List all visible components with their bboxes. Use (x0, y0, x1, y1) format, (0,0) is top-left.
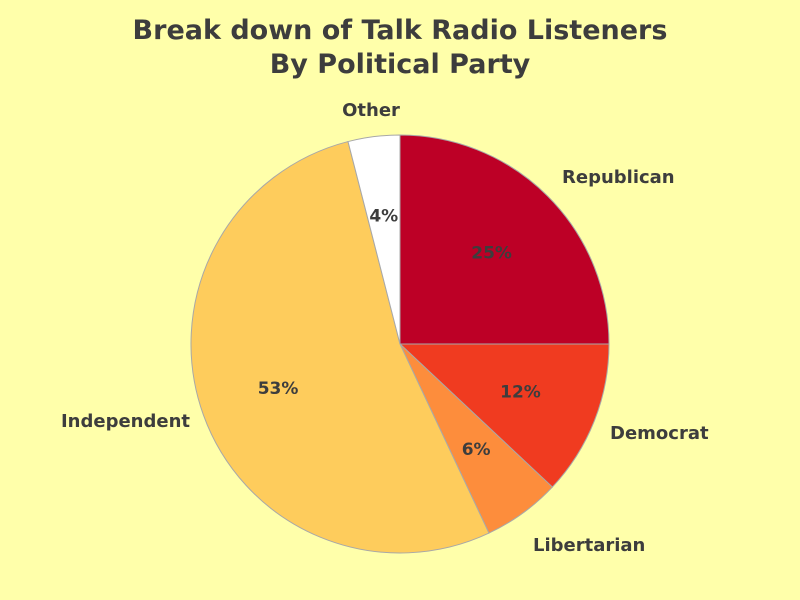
slice-label-libertarian: Libertarian (533, 535, 645, 556)
pct-label-libertarian: 6% (462, 440, 491, 460)
pct-label-other: 4% (369, 206, 398, 226)
chart-title-line-2: By Political Party (269, 49, 531, 80)
pie-slice-democrat (398, 343, 610, 488)
chart-title: Break down of Talk Radio Listeners By Po… (0, 14, 800, 82)
pct-label-democrat: 12% (500, 383, 541, 403)
slice-label-other: Other (342, 100, 400, 121)
slice-label-democrat: Democrat (610, 423, 709, 444)
pct-label-republican: 25% (471, 243, 512, 263)
slice-label-independent: Independent (61, 411, 190, 432)
pie-slice-independent (190, 140, 490, 554)
pie-slice-republican (399, 134, 610, 345)
pct-label-independent: 53% (258, 379, 299, 399)
pie-slice-other (347, 134, 401, 345)
slice-label-republican: Republican (562, 167, 675, 188)
chart-title-line-1: Break down of Talk Radio Listeners (132, 15, 668, 46)
